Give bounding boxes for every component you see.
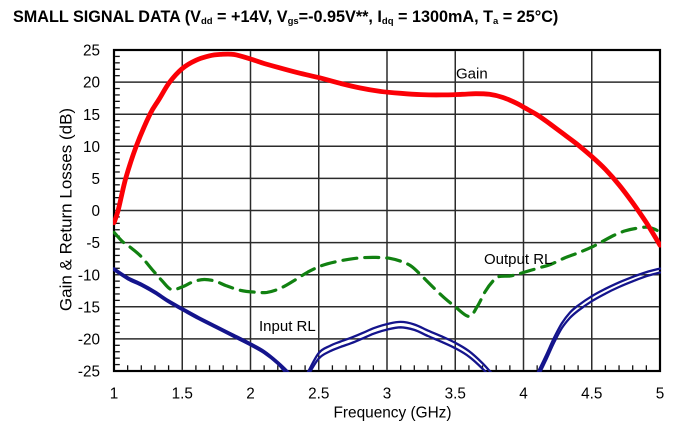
svg-text:10: 10: [83, 139, 100, 156]
svg-text:20: 20: [83, 75, 100, 92]
svg-text:Gain & Return Losses (dB): Gain & Return Losses (dB): [57, 108, 76, 311]
svg-text:3.5: 3.5: [445, 386, 466, 403]
svg-text:-25: -25: [78, 364, 100, 381]
svg-text:Frequency (GHz): Frequency (GHz): [333, 404, 451, 421]
svg-text:25: 25: [83, 43, 100, 60]
svg-text:2.5: 2.5: [308, 386, 329, 403]
svg-text:-10: -10: [78, 267, 100, 284]
svg-text:3: 3: [383, 386, 392, 403]
svg-text:0: 0: [91, 203, 100, 220]
svg-text:Gain: Gain: [456, 66, 488, 83]
svg-text:Input RL: Input RL: [259, 318, 316, 335]
svg-text:-20: -20: [78, 332, 100, 349]
svg-text:-5: -5: [86, 235, 100, 252]
svg-text:2: 2: [246, 386, 255, 403]
svg-text:5: 5: [656, 386, 665, 403]
svg-text:4.5: 4.5: [581, 386, 602, 403]
svg-text:5: 5: [91, 171, 100, 188]
svg-text:15: 15: [83, 107, 100, 124]
svg-text:1: 1: [110, 386, 119, 403]
svg-text:-15: -15: [78, 299, 100, 316]
svg-text:1.5: 1.5: [172, 386, 193, 403]
svg-text:Output RL: Output RL: [484, 251, 552, 268]
svg-text:4: 4: [519, 386, 528, 403]
